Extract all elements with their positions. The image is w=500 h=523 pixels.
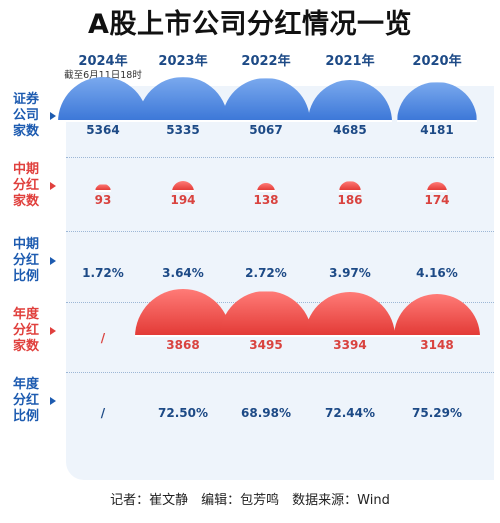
table-panel: [66, 86, 494, 480]
cell-value: 2.72%: [245, 266, 287, 280]
column-header: 2021年: [325, 54, 375, 69]
value-dome: [426, 181, 448, 192]
row-label: 年度 分红 家数: [6, 307, 58, 355]
row-label-line: 比例: [12, 269, 39, 284]
value-dome: [222, 78, 310, 122]
value-dome: [256, 182, 276, 192]
row-divider: [66, 157, 494, 158]
cell-value: 72.50%: [158, 406, 208, 420]
cell-value: 93: [94, 193, 112, 207]
cell-value: 1.72%: [82, 266, 124, 280]
value-dome: [172, 181, 194, 192]
cell-value: 5335: [166, 123, 200, 137]
cell-value: 3868: [166, 338, 200, 352]
row-label-line: 家数: [12, 194, 39, 209]
cell-value: 4181: [420, 123, 454, 137]
column-header: 2022年: [241, 54, 291, 69]
row-label-line: 公司: [12, 108, 39, 123]
cell-value: /: [100, 331, 106, 345]
row-label-line: 年度: [12, 377, 39, 392]
row-arrow-icon: [50, 112, 56, 120]
column-header: 2024年: [78, 54, 128, 69]
value-dome: [339, 181, 361, 192]
cell-value: 3148: [420, 338, 454, 352]
value-dome: [138, 77, 228, 122]
row-label-line: 分红: [12, 178, 39, 193]
row-label-line: 分红: [12, 393, 39, 408]
row-label-line: 家数: [12, 124, 39, 139]
cell-value: 194: [170, 193, 196, 207]
column-header: 2023年: [158, 54, 208, 69]
source-footer: 记者：崔文静 编辑：包芳鸣 数据来源：Wind: [110, 493, 390, 508]
row-label-line: 证券: [12, 92, 39, 107]
cell-value: 4.16%: [416, 266, 458, 280]
cell-value: 72.44%: [325, 406, 375, 420]
cell-value: /: [100, 406, 106, 420]
cell-value: 186: [337, 193, 363, 207]
cell-value: 3.64%: [162, 266, 204, 280]
row-label-line: 年度: [12, 307, 39, 322]
column-header: 2020年: [412, 54, 462, 69]
row-arrow-icon: [50, 182, 56, 190]
row-label: 年度 分红 比例: [6, 377, 58, 425]
row-label: 中期 分红 家数: [6, 162, 58, 210]
cell-value: 5364: [86, 123, 120, 137]
cell-value: 75.29%: [412, 406, 462, 420]
cell-value: 3.97%: [329, 266, 371, 280]
cell-value: 5067: [249, 123, 283, 137]
value-dome: [95, 184, 111, 192]
cell-value: 4685: [333, 123, 367, 137]
cell-value: 3495: [249, 338, 283, 352]
row-label-line: 中期: [12, 162, 39, 177]
row-label-line: 中期: [12, 237, 39, 252]
row-divider: [66, 231, 494, 232]
cell-value: 68.98%: [241, 406, 291, 420]
date-note: 截至6月11日18时: [64, 70, 142, 81]
row-arrow-icon: [50, 327, 56, 335]
cell-value: 3394: [333, 338, 367, 352]
row-divider: [66, 372, 494, 373]
cell-value: 138: [253, 193, 279, 207]
row-label-line: 分红: [12, 323, 39, 338]
value-dome: [58, 77, 148, 122]
cell-value: 174: [424, 193, 450, 207]
row-label-line: 比例: [12, 409, 39, 424]
row-arrow-icon: [50, 397, 56, 405]
row-label: 中期 分红 比例: [6, 237, 58, 285]
row-label-line: 家数: [12, 339, 39, 354]
row-label: 证券 公司 家数: [6, 92, 58, 140]
row-label-line: 分红: [12, 253, 39, 268]
chart-title: A股上市公司分红情况一览: [88, 9, 412, 40]
row-arrow-icon: [50, 257, 56, 265]
